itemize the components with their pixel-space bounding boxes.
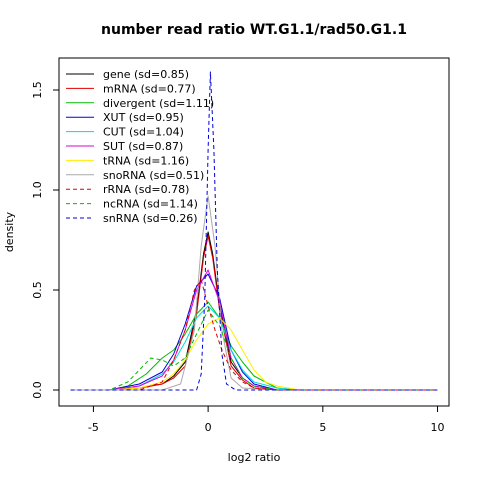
legend-label: divergent (sd=1.11): [103, 97, 214, 110]
legend-label: rRNA (sd=0.78): [103, 183, 189, 196]
y-tick-label: 1.0: [31, 181, 44, 199]
legend-label: SUT (sd=0.87): [103, 140, 183, 153]
x-tick-label: -5: [88, 421, 99, 434]
y-axis-label: density: [3, 211, 16, 252]
x-tick-label: 0: [205, 421, 212, 434]
chart-title: number read ratio WT.G1.1/rad50.G1.1: [101, 22, 407, 38]
legend-label: ncRNA (sd=1.14): [103, 198, 198, 211]
legend-label: tRNA (sd=1.16): [103, 154, 189, 167]
legend-label: snRNA (sd=0.26): [103, 212, 198, 225]
x-axis: -5 0 5 10: [88, 406, 445, 434]
x-tick-label: 10: [431, 421, 445, 434]
series-line-10: [70, 71, 438, 391]
series-lines: [70, 71, 438, 391]
legend-label: CUT (sd=1.04): [103, 126, 184, 139]
series-line-4: [70, 305, 438, 391]
legend: gene (sd=0.85)mRNA (sd=0.77) divergent (s…: [66, 68, 214, 225]
y-axis: 0.0 0.5 1.0 1.5: [31, 81, 59, 399]
y-tick-label: 1.5: [31, 81, 44, 99]
legend-label: gene (sd=0.85): [103, 68, 189, 81]
legend-label: snoRNA (sd=0.51): [103, 169, 204, 182]
x-axis-label: log2 ratio: [228, 451, 281, 464]
plot-frame: [58, 57, 450, 407]
y-tick-label: 0.0: [31, 381, 44, 399]
series-line-6: [70, 317, 438, 391]
y-tick-label: 0.5: [31, 281, 44, 299]
legend-label: mRNA (sd=0.77): [103, 82, 196, 95]
legend-label: XUT (sd=0.95): [103, 111, 184, 124]
x-tick-label: 5: [319, 421, 326, 434]
